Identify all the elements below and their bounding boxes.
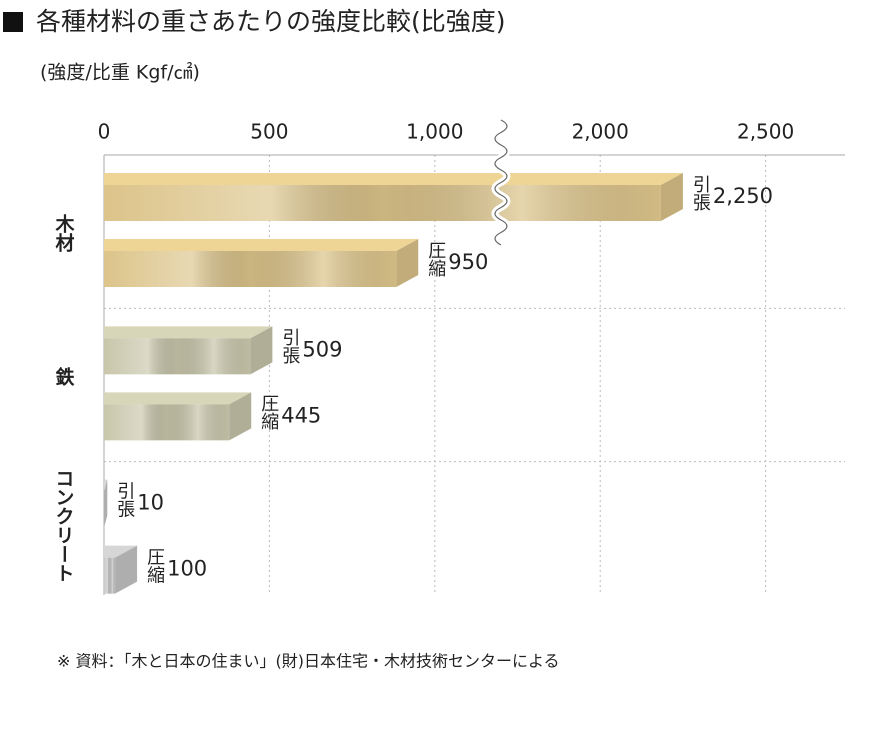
x-tick-label: 2,500: [737, 120, 794, 144]
series-label: 圧縮: [258, 394, 279, 430]
axis-break-line: [494, 119, 508, 246]
series-label: 引張: [279, 328, 300, 365]
bar: [104, 479, 108, 528]
bar-shine: [104, 185, 661, 221]
category-label: 鉄: [53, 366, 75, 387]
category-label: コンクリート: [53, 468, 75, 582]
value-label: 10: [137, 491, 164, 515]
bar-side: [660, 173, 683, 221]
bar-shine: [104, 251, 397, 287]
title-marker: [3, 12, 23, 32]
series-label: 圧縮: [144, 548, 165, 584]
bar-side: [104, 479, 108, 528]
x-tick-label: 500: [250, 120, 288, 144]
value-label: 509: [302, 337, 342, 361]
x-tick-label: 1,000: [406, 120, 463, 144]
bar-shine: [104, 404, 230, 441]
value-label: 950: [448, 250, 488, 274]
series-label: 圧縮: [425, 241, 446, 277]
bar-side: [250, 326, 273, 375]
bar-top: [104, 326, 273, 339]
bar-side: [115, 545, 138, 594]
chart-subtitle: (強度/比重 Kgf/㎠): [40, 61, 200, 84]
chart-title: 各種材料の重さあたりの強度比較(比強度): [36, 7, 506, 36]
bar: [104, 326, 273, 375]
value-label: 100: [167, 557, 207, 581]
source-note: ※ 資料：「木と日本の住まい」(財)日本住宅・木材技術センターによる: [57, 652, 560, 671]
bar-top: [104, 545, 138, 558]
x-tick-label: 0: [98, 120, 111, 144]
bar-top: [104, 479, 108, 492]
bar-top: [104, 239, 419, 251]
bar-shine: [104, 338, 251, 375]
bar: [104, 173, 683, 221]
category-label: 木材: [53, 212, 76, 251]
bar: [104, 392, 252, 441]
bar-side: [396, 239, 419, 287]
value-label: 445: [281, 403, 321, 427]
bar-top: [104, 173, 683, 185]
series-label: 引張: [690, 175, 711, 212]
series-label: 引張: [114, 482, 135, 519]
x-tick-label: 2,000: [572, 120, 629, 144]
bar-side: [229, 392, 252, 441]
bar-top: [104, 392, 252, 405]
bar: [104, 545, 138, 594]
bar: [104, 239, 419, 287]
value-label: 2,250: [713, 184, 773, 208]
bar-shine: [104, 557, 116, 594]
